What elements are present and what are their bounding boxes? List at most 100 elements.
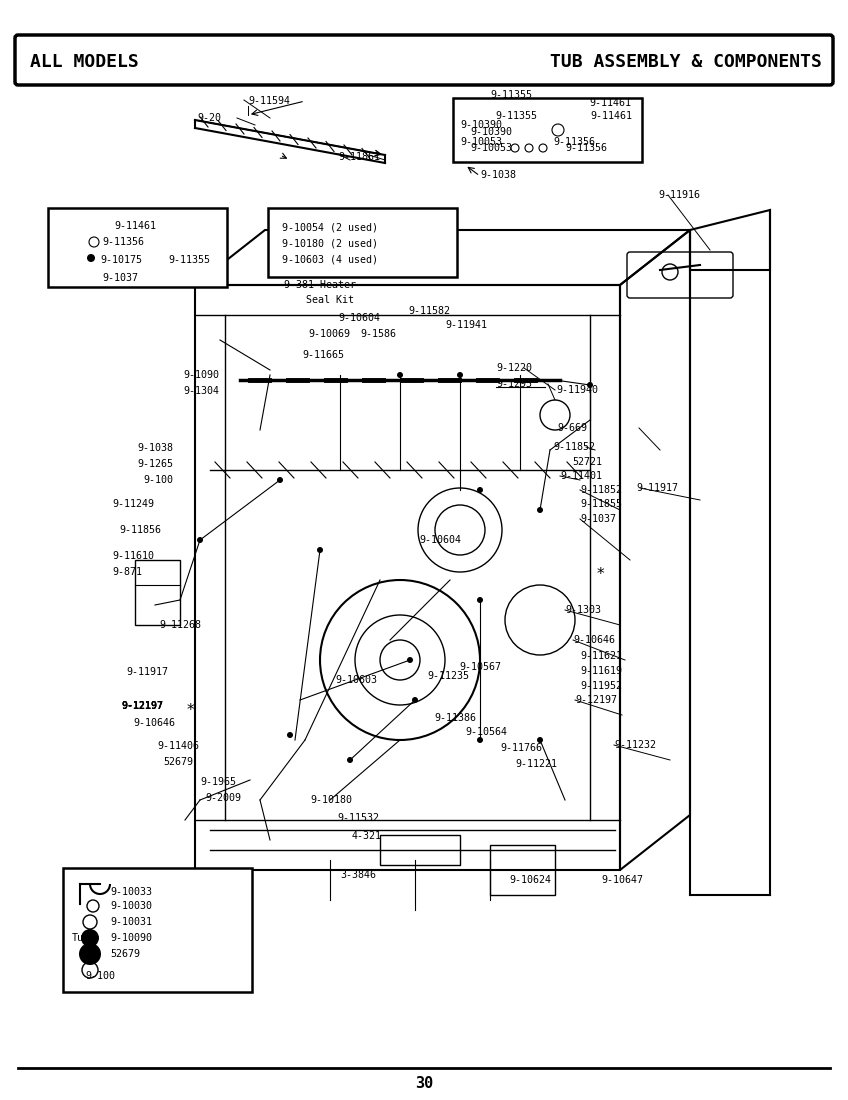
Text: 52679: 52679 <box>110 949 140 959</box>
Text: 9-10390: 9-10390 <box>470 126 512 138</box>
Text: 9-1090: 9-1090 <box>183 370 219 379</box>
Circle shape <box>587 382 593 388</box>
Text: 9-1038: 9-1038 <box>137 443 173 453</box>
Text: 9-10390: 9-10390 <box>460 120 502 130</box>
Text: 9-11665: 9-11665 <box>302 350 344 360</box>
Bar <box>380 835 460 865</box>
Text: 9-11461: 9-11461 <box>589 98 631 108</box>
Text: 9-1037: 9-1037 <box>580 514 616 524</box>
FancyBboxPatch shape <box>268 208 457 277</box>
Text: 9-10567: 9-10567 <box>459 662 501 672</box>
Text: 9-11355: 9-11355 <box>490 90 532 100</box>
Text: 9-1265: 9-1265 <box>137 459 173 469</box>
Text: 9-10030: 9-10030 <box>110 901 152 911</box>
Text: 9-10604: 9-10604 <box>338 314 380 323</box>
Text: 4-321: 4-321 <box>352 830 382 842</box>
Text: 9-20: 9-20 <box>197 113 221 123</box>
Text: 9-10604: 9-10604 <box>419 535 461 544</box>
Text: 9-10603: 9-10603 <box>335 675 377 685</box>
Circle shape <box>87 254 95 262</box>
Text: 9-11917: 9-11917 <box>636 483 678 493</box>
Text: 9-11249: 9-11249 <box>112 499 154 509</box>
Text: 9-1295: 9-1295 <box>496 379 532 389</box>
Text: 9-11401: 9-11401 <box>560 471 602 481</box>
Text: 9-10180 (2 used): 9-10180 (2 used) <box>282 239 378 249</box>
Text: 9-11235: 9-11235 <box>427 671 469 681</box>
Text: 3-3846: 3-3846 <box>340 870 376 880</box>
Text: 9-11940: 9-11940 <box>556 385 598 395</box>
Circle shape <box>287 732 293 738</box>
Text: 9-11355: 9-11355 <box>495 111 537 121</box>
Text: 9-11941: 9-11941 <box>445 320 487 330</box>
Text: 9-11356: 9-11356 <box>565 143 607 153</box>
Circle shape <box>197 537 203 543</box>
Text: 9-1304: 9-1304 <box>183 386 219 396</box>
Text: 9-11916: 9-11916 <box>658 190 700 200</box>
Circle shape <box>477 737 483 742</box>
Text: 9-10090: 9-10090 <box>110 933 152 943</box>
Text: *: * <box>596 568 604 583</box>
Text: 9-12197: 9-12197 <box>575 695 617 705</box>
Circle shape <box>317 547 323 553</box>
Text: 9-10646: 9-10646 <box>573 635 615 645</box>
FancyBboxPatch shape <box>15 35 833 85</box>
Text: 9-11532: 9-11532 <box>337 813 379 823</box>
Text: 9-10624: 9-10624 <box>509 874 551 886</box>
Text: 30: 30 <box>415 1076 433 1090</box>
Text: 9-10175: 9-10175 <box>100 255 142 265</box>
Text: 9-11766: 9-11766 <box>500 742 542 754</box>
Text: 9-11856: 9-11856 <box>119 525 161 535</box>
Text: 9-10646: 9-10646 <box>133 718 175 728</box>
Text: 9-11852: 9-11852 <box>580 485 622 495</box>
Circle shape <box>79 943 101 965</box>
Circle shape <box>81 930 99 947</box>
Circle shape <box>397 372 403 378</box>
Circle shape <box>277 477 283 483</box>
Circle shape <box>477 487 483 493</box>
Text: ALL MODELS: ALL MODELS <box>30 53 139 72</box>
Text: 9-10647: 9-10647 <box>601 874 643 886</box>
Text: Seal Kit: Seal Kit <box>306 295 354 305</box>
Text: 9-10053: 9-10053 <box>460 138 502 147</box>
Text: 9-11917: 9-11917 <box>126 667 168 676</box>
FancyBboxPatch shape <box>63 868 252 992</box>
Text: 9-10564: 9-10564 <box>465 727 507 737</box>
Circle shape <box>407 657 413 663</box>
FancyBboxPatch shape <box>48 208 227 287</box>
Text: 9-1038: 9-1038 <box>480 170 516 180</box>
Text: 9-100: 9-100 <box>143 475 173 485</box>
Circle shape <box>412 697 418 703</box>
Text: 52679: 52679 <box>163 757 193 767</box>
Text: 9-1303: 9-1303 <box>565 605 601 615</box>
Bar <box>490 845 555 895</box>
Text: 9-100: 9-100 <box>85 971 115 981</box>
Circle shape <box>537 737 543 742</box>
Text: 9-11861: 9-11861 <box>338 152 380 162</box>
Text: 9-12197: 9-12197 <box>121 701 163 711</box>
Text: 9-11855: 9-11855 <box>580 499 622 509</box>
Text: 9-11461: 9-11461 <box>114 221 156 231</box>
Text: 9-11406: 9-11406 <box>157 741 199 751</box>
Text: 9-11610: 9-11610 <box>112 551 154 561</box>
Text: 9-1037: 9-1037 <box>102 273 138 283</box>
Text: Tub: Tub <box>72 933 90 943</box>
Text: 9-2009: 9-2009 <box>205 793 241 803</box>
Text: 9-11232: 9-11232 <box>614 740 656 750</box>
Text: 9-11852: 9-11852 <box>553 442 595 452</box>
Text: 9-11619: 9-11619 <box>580 666 622 676</box>
Text: 52721: 52721 <box>572 456 602 468</box>
Circle shape <box>457 372 463 378</box>
Circle shape <box>477 597 483 603</box>
Text: 9-10054 (2 used): 9-10054 (2 used) <box>282 223 378 233</box>
Text: 9-12197: 9-12197 <box>121 701 163 711</box>
Text: *: * <box>187 703 194 717</box>
Text: 9-1586: 9-1586 <box>360 329 396 339</box>
Text: 9-10069: 9-10069 <box>308 329 350 339</box>
Circle shape <box>347 757 353 763</box>
Text: 9-11461: 9-11461 <box>590 111 632 121</box>
Text: 9-11952: 9-11952 <box>580 681 622 691</box>
FancyBboxPatch shape <box>453 98 642 162</box>
Text: 9-381 Heater: 9-381 Heater <box>284 280 356 290</box>
Text: 9-11356: 9-11356 <box>553 138 595 147</box>
Text: TUB ASSEMBLY & COMPONENTS: TUB ASSEMBLY & COMPONENTS <box>550 53 822 72</box>
